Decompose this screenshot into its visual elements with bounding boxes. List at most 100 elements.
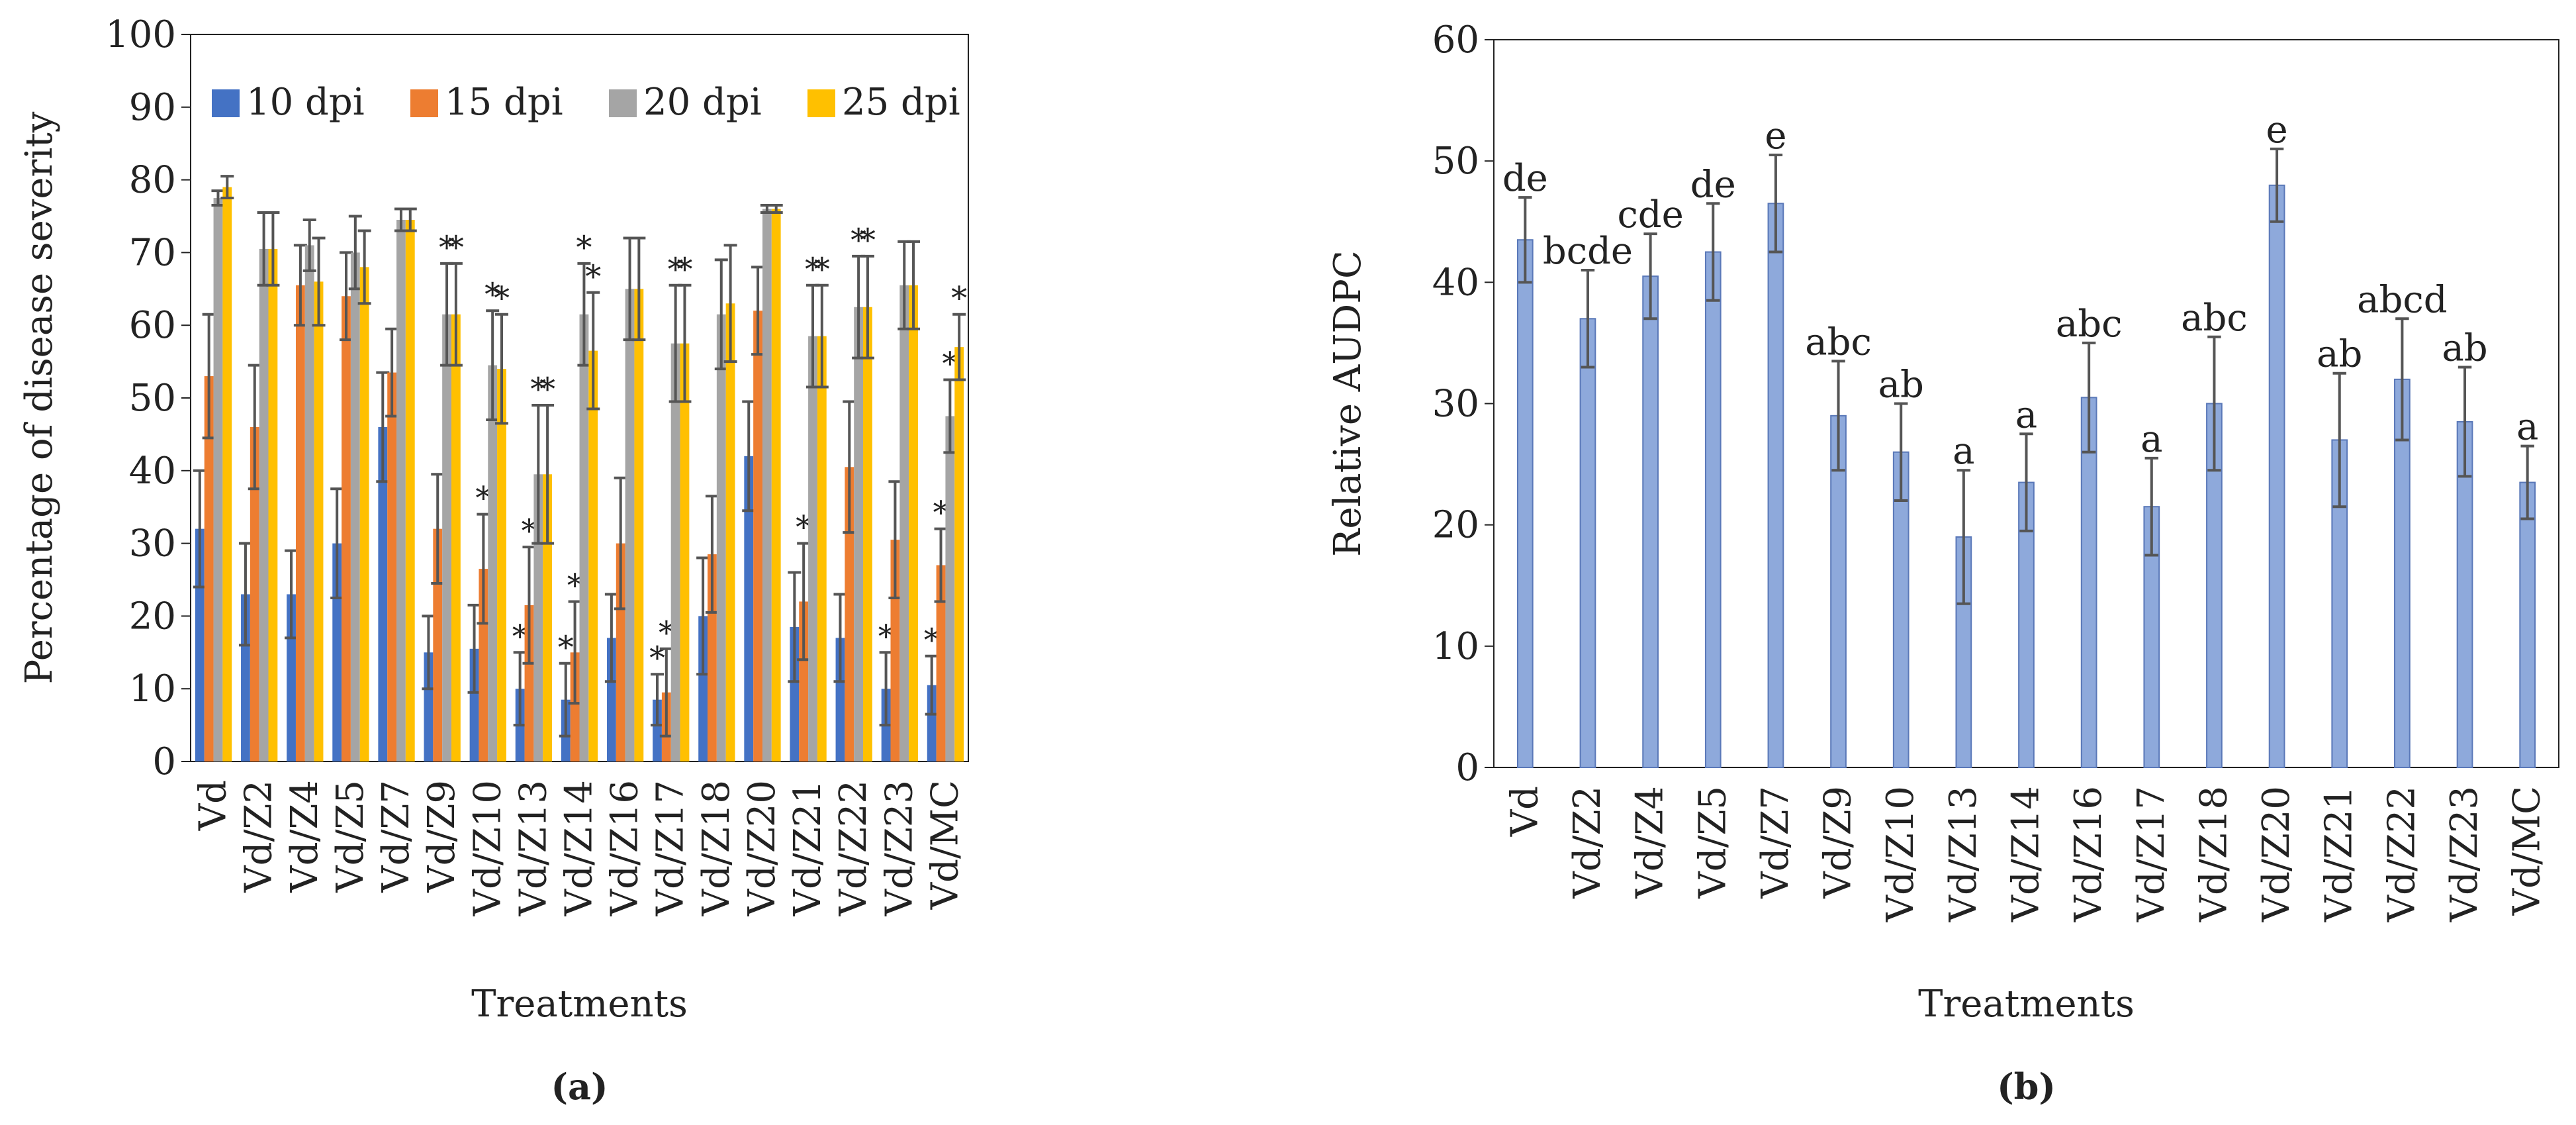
x-tick-label: Vd/Z17 [649,780,692,916]
bar [213,198,223,761]
bar [909,285,918,761]
y-axis-title: Percentage of disease severity [18,111,61,684]
bar [2519,481,2536,769]
x-tick-label: Vd/Z22 [2380,786,2423,922]
bar [405,219,415,761]
y-tick-label: 70 [129,231,176,274]
x-tick-label: Vd/Z10 [1879,786,1922,922]
bar [790,626,800,761]
legend-swatch [212,89,240,117]
bar [753,311,762,761]
bar [359,267,369,761]
bar [533,474,543,761]
bar [899,285,909,761]
bar [1704,251,1722,768]
legend: 10 dpi 15 dpi 20 dpi 25 dpi [212,81,960,124]
panel-label: (a) [551,1065,608,1108]
bar [771,209,781,761]
y-tick-label: 10 [1432,625,1479,668]
significance-label: abc [2181,297,2248,340]
significance-label: bcde [1543,230,1633,273]
significance-label: * [585,258,601,295]
series-25-dpi: **** * *** [220,175,967,762]
bar [945,416,955,761]
significance-label: * [494,280,510,317]
legend-label: 25 dpi [842,81,960,124]
x-axis-title: Treatments [471,983,688,1026]
x-tick-label: Vd/MC [2506,786,2549,916]
bar [442,314,451,762]
significance-label: abc [1805,320,1872,364]
significance-label: ab [2442,327,2487,370]
bar [606,638,616,761]
x-tick-label: Vd/Z23 [2443,786,2486,922]
significance-label: * [539,371,555,408]
bar [817,336,827,761]
x-tick-label: Vd/Z2 [238,780,281,893]
bar [497,369,506,761]
x-tick-label: Vd/Z23 [878,780,921,916]
bar [1642,275,1659,768]
bar [854,307,864,761]
x-tick-label: Vd/Z18 [695,780,738,916]
bar [698,616,708,761]
bar [1579,318,1596,768]
y-tick-label: 50 [129,377,176,420]
significance-label: * [814,251,830,288]
y-tick-label: 80 [129,159,176,202]
y-tick-label: 100 [105,13,176,56]
x-tick-label: Vd/Z9 [420,780,463,893]
significance-label: * [484,276,500,313]
bar [543,474,553,761]
significance-label: * [951,280,967,317]
y-tick-label: 50 [1432,140,1479,183]
bar [570,652,580,761]
bar [708,554,717,761]
significance-label: ab [2317,333,2362,376]
bar [314,281,324,761]
bar [799,601,809,761]
bar [378,426,388,761]
x-tick-label: Vd/Z2 [1566,786,1609,899]
x-tick-label: Vd/Z18 [2192,786,2235,922]
legend-label: 10 dpi [246,81,365,124]
bar [670,343,680,761]
x-tick-label: Vd/Z21 [786,780,829,916]
y-tick-label: 90 [129,86,176,129]
significance-label: a [2516,406,2538,449]
bar [479,569,488,761]
bar [488,365,498,761]
x-tick-label: Vd/Z22 [832,780,875,916]
significance-label: cde [1617,193,1683,236]
y-tick-label: 30 [1432,383,1479,426]
x-tick-label: Vd/Z14 [558,780,601,916]
y-tick-label: 40 [1432,261,1479,304]
panel-label: (b) [1997,1065,2056,1108]
bar [890,540,900,761]
bar [287,594,296,761]
series-15-dpi: ***** * [202,244,949,761]
x-tick-label: Vd/Z16 [604,780,647,916]
bar [845,467,854,761]
x-tick-label: Vd [1503,786,1546,837]
x-tick-label: Vd/Z4 [283,780,326,893]
significance-label: e [1765,115,1786,158]
x-tick-label: Vd/Z16 [2067,786,2110,922]
x-tick-label: Vd [192,780,235,831]
x-tick-label: Vd/Z9 [1817,786,1860,899]
chart-b: 0102030405060debcdecdedeeabcabaaabcaabce… [1326,19,2559,1108]
legend-label: 20 dpi [643,81,762,124]
significance-label: de [1502,157,1548,200]
bar [433,528,443,761]
x-tick-label: Vd/Z7 [1754,786,1797,899]
y-tick-label: 60 [129,304,176,347]
y-tick-label: 20 [1432,504,1479,547]
bar [259,248,269,761]
x-tick-label: Vd/Z20 [2255,786,2298,922]
bar [295,285,305,761]
bar [634,289,644,761]
bar [954,347,964,761]
bar [927,685,937,761]
